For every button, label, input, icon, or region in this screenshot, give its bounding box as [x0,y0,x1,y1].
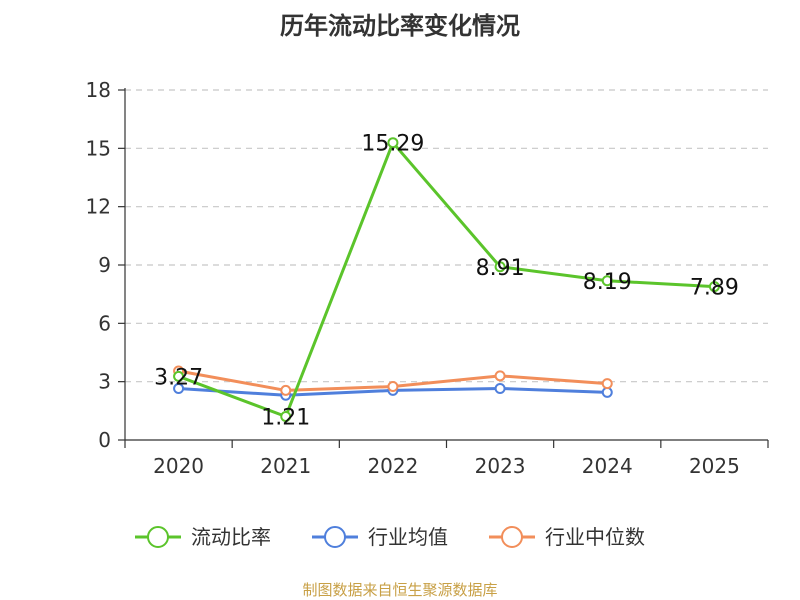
y-tick-label: 6 [98,311,111,335]
data-point [601,378,613,390]
data-label: 15.29 [361,132,424,157]
legend-item[interactable]: 行业中位数 [489,525,645,549]
data-point [601,386,613,398]
legend-marker [147,526,169,548]
legend-item[interactable]: 行业均值 [312,525,448,549]
y-tick-label: 9 [98,253,111,277]
data-point [708,281,720,293]
data-point [173,370,185,382]
data-point [280,410,292,422]
legend-marker [501,526,523,548]
legend-item[interactable]: 流动比率 [135,525,271,549]
data-point [494,261,506,273]
legend-marker [324,526,346,548]
data-point [601,275,613,287]
data-label: 1.21 [261,405,310,430]
data-label: 7.89 [690,276,739,301]
series-layer [173,137,720,422]
data-labels: 3.27 1.21 15.29 8.91 8.19 7.89 [154,132,739,431]
data-point [387,381,399,393]
x-tick-label: 2022 [367,454,418,478]
y-tick-label: 15 [86,136,111,160]
legend-label: 行业均值 [368,525,448,549]
x-tick-label: 2023 [475,454,526,478]
legend: 流动比率 行业均值 行业中位数 [135,525,645,549]
y-tick-label: 0 [98,428,111,452]
data-label: 8.19 [583,270,632,295]
data-label: 8.91 [476,256,525,281]
y-tick-label: 18 [86,78,111,102]
series-line [178,141,715,418]
grid-lines [125,89,768,383]
source-note: 制图数据来自恒生聚源数据库 [302,581,498,599]
legend-label: 流动比率 [191,525,271,549]
chart-title: 历年流动比率变化情况 [280,12,520,40]
x-tick-label: 2024 [582,454,633,478]
data-point [494,370,506,382]
x-tick-label: 2020 [153,454,204,478]
axes: 0 3 6 9 12 15 18 2020 2021 2022 2023 2024 2025 [86,78,769,478]
y-tick-label: 3 [98,370,111,394]
data-point [387,137,399,149]
legend-label: 行业中位数 [545,525,645,549]
x-tick-label: 2025 [689,454,740,478]
y-tick-label: 12 [86,195,111,219]
data-point [280,384,292,396]
x-tick-label: 2021 [260,454,311,478]
data-point [173,382,185,394]
data-point [494,382,506,394]
data-label: 3.27 [154,365,203,390]
